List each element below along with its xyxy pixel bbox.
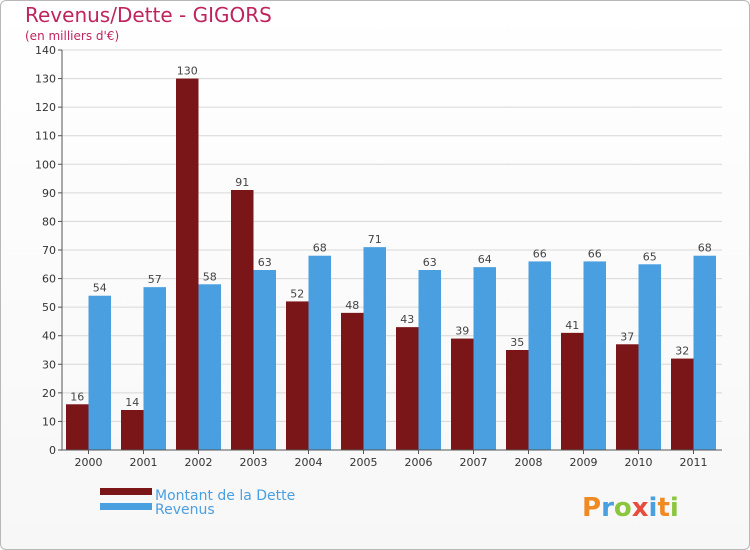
x-tick-label: 2009 [570,456,598,469]
data-label-dette: 130 [177,65,198,78]
y-axis-ticks: 0 10 20 30 40 50 60 70 80 90 100 110 120 130 140 [35,44,62,457]
y-tick-label: 60 [42,273,56,286]
y-tick-label: 0 [49,444,56,457]
data-label-revenus: 68 [313,242,327,255]
x-tick-label: 2011 [680,456,708,469]
data-label-revenus: 58 [203,270,217,283]
data-label-revenus: 57 [148,273,162,286]
bar-revenus [473,267,496,450]
x-tick-label: 2006 [405,456,433,469]
logo-letter: r [601,493,614,523]
logo-letter: t [657,493,669,523]
legend-label-revenus: Revenus [155,502,215,518]
chart-subtitle: (en milliers d'€) [25,29,119,43]
data-label-dette: 14 [125,396,139,409]
data-label-dette: 32 [675,345,689,358]
bar-revenus [418,270,441,450]
y-tick-label: 10 [42,415,56,428]
data-label-dette: 35 [510,336,524,349]
legend-swatch-dette [100,488,152,495]
x-tick-label: 2007 [460,456,488,469]
bar-dette [66,404,89,450]
data-label-dette: 43 [400,313,414,326]
bar-dette [121,410,144,450]
legend: Montant de la Dette Revenus [100,488,295,518]
x-tick-label: 2003 [240,456,268,469]
x-tick-label: 2001 [130,456,158,469]
bar-revenus [143,287,166,450]
bar-dette [231,190,254,450]
bar-dette [616,344,639,450]
y-tick-label: 80 [42,215,56,228]
y-tick-label: 140 [35,44,56,57]
data-label-revenus: 54 [93,282,107,295]
data-label-revenus: 64 [478,253,492,266]
y-tick-label: 70 [42,244,56,257]
bar-dette [451,338,474,450]
bar-revenus [88,295,111,450]
bar-dette [396,327,419,450]
bar-revenus [363,247,386,450]
x-tick-label: 2000 [75,456,103,469]
y-tick-label: 40 [42,330,56,343]
data-label-dette: 16 [70,390,84,403]
data-label-revenus: 66 [588,247,602,260]
y-tick-label: 100 [35,158,56,171]
data-label-revenus: 63 [258,256,272,269]
bar-dette [286,301,309,450]
y-tick-label: 30 [42,358,56,371]
y-tick-label: 50 [42,301,56,314]
bar-revenus [253,270,276,450]
data-label-revenus: 65 [643,250,657,263]
bar-dette [506,350,529,450]
x-tick-label: 2005 [350,456,378,469]
y-tick-label: 130 [35,73,56,86]
x-tick-label: 2002 [185,456,213,469]
bar-revenus [693,255,716,450]
x-tick-label: 2004 [295,456,323,469]
data-label-revenus: 71 [368,233,382,246]
bar-revenus [583,261,606,450]
bar-revenus [198,284,221,450]
data-labels: 16 54 14 57 130 58 91 63 52 68 48 71 43 63 39 64 35 66 41 6… [70,65,712,409]
bar-dette [561,332,584,450]
logo-letter: i [649,493,658,523]
x-axis-ticks: 2000 2001 2002 2003 2004 2005 2006 2007 2008 2009… [75,450,708,469]
data-label-revenus: 68 [698,242,712,255]
y-tick-label: 20 [42,387,56,400]
logo-letter: P [582,493,601,523]
bar-revenus [638,264,661,450]
x-tick-label: 2010 [625,456,653,469]
y-tick-label: 90 [42,187,56,200]
legend-label-dette: Montant de la Dette [155,488,295,504]
chart-title: Revenus/Dette - GIGORS [25,3,272,27]
y-tick-label: 120 [35,101,56,114]
bar-dette [671,358,694,450]
data-label-revenus: 63 [423,256,437,269]
y-tick-label: 110 [35,130,56,143]
bar-dette [341,312,364,450]
x-tick-label: 2008 [515,456,543,469]
data-label-dette: 91 [235,176,249,189]
logo-letter: o [614,493,632,523]
logo-letter: x [632,493,649,523]
logo-letter: i [670,493,679,523]
bar-dette [176,78,199,451]
bar-revenus [528,261,551,450]
legend-swatch-revenus [100,503,152,510]
gridlines [62,49,722,422]
data-label-dette: 52 [290,287,304,300]
bar-revenus [308,255,331,450]
bars [66,78,716,451]
data-label-dette: 48 [345,299,359,312]
data-label-dette: 37 [620,330,634,343]
data-label-revenus: 66 [533,247,547,260]
proxiti-logo: Proxiti [582,493,679,523]
data-label-dette: 41 [565,319,579,332]
data-label-dette: 39 [455,325,469,338]
